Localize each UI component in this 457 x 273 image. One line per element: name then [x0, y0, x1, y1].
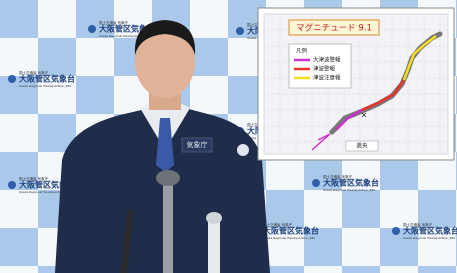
logo-emblem [8, 181, 16, 189]
legend-label: 大津波警報 [313, 56, 341, 64]
logo-text: 大阪管区気象台 [403, 226, 457, 236]
scene: 国土交通省 気象庁大阪管区気象台Osaka Regional Headquart… [0, 0, 457, 273]
logo-text: 大阪管区気象台 [323, 178, 379, 188]
legend-label: 津波注意報 [313, 74, 341, 82]
mic-stand [208, 218, 220, 273]
emblem [237, 144, 249, 156]
mic-head [206, 212, 222, 224]
legend-label: 津波警報 [313, 65, 336, 73]
logo-text: 大阪管区気象台 [19, 74, 75, 84]
logo-subtext: Osaka Regional Headquarters, JMA [403, 236, 456, 240]
logo-text: 大阪管区気象台 [263, 226, 319, 236]
inset-title: マグニチュード 9.1 [296, 23, 372, 34]
logo-subtext: Osaka Regional Headquarters, JMA [263, 236, 316, 240]
mic-stand [163, 180, 173, 273]
logo-emblem [392, 227, 400, 235]
logo-subtext: Osaka Regional Headquarters, JMA [19, 84, 72, 88]
legend-title: 凡例 [296, 47, 308, 55]
logo-emblem [8, 75, 16, 83]
epicenter-mark: × [361, 111, 368, 120]
epicenter-label: 震央 [356, 142, 368, 150]
logo-emblem [312, 179, 320, 187]
mic-head [156, 170, 180, 186]
page: {"backdrop": {"ministry": "国土交通省 気象庁", "… [0, 0, 457, 273]
logo-subtext: Osaka Regional Headquarters, JMA [323, 188, 376, 192]
logo-emblem [236, 27, 244, 35]
logo-emblem [88, 25, 96, 33]
badge-text: 気象庁 [187, 140, 208, 149]
